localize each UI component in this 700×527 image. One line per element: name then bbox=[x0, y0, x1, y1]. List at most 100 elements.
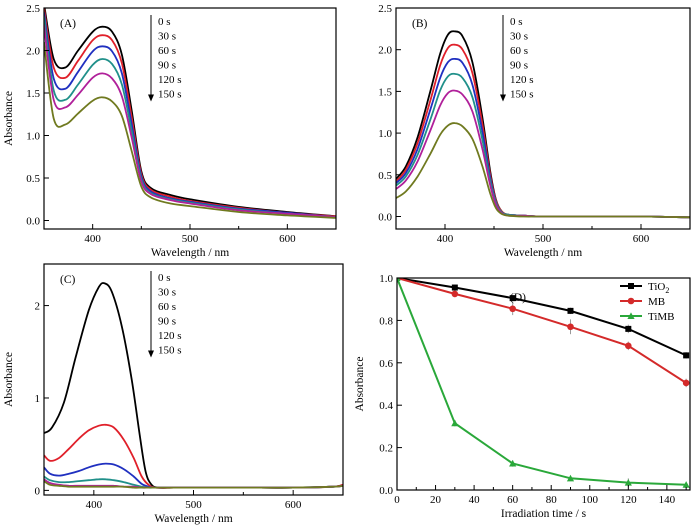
y-tick-label: 0.6 bbox=[379, 358, 393, 370]
marker-tio-5 bbox=[683, 352, 690, 359]
panel-label: (D) bbox=[510, 292, 526, 304]
legend-arrow-head bbox=[148, 94, 154, 102]
x-tick-label: 600 bbox=[279, 233, 296, 245]
legend-entry: 30 s bbox=[158, 31, 176, 43]
marker-tio-3 bbox=[567, 307, 574, 314]
legend-entry: 120 s bbox=[510, 74, 534, 86]
series-line-0s bbox=[396, 30, 690, 219]
y-tick-label: 2.5 bbox=[26, 3, 40, 15]
y-tick-label: 0.0 bbox=[379, 485, 393, 497]
legend-marker-mb bbox=[627, 297, 635, 305]
series-line-timb bbox=[397, 278, 687, 486]
y-tick-label: 1.5 bbox=[378, 86, 392, 98]
series-line-90s bbox=[396, 72, 690, 219]
x-tick-label: 60 bbox=[507, 494, 519, 506]
y-tick-label: 2.0 bbox=[378, 45, 392, 57]
series-line-150s bbox=[396, 122, 690, 219]
legend-entry: 90 s bbox=[158, 60, 176, 72]
marker-timb-4 bbox=[624, 478, 632, 486]
axes-frame bbox=[396, 277, 691, 491]
legend-entry: 30 s bbox=[510, 31, 528, 43]
legend-entry-mb: MB bbox=[648, 296, 665, 308]
legend-entry: 150 s bbox=[510, 89, 534, 101]
marker-mb-2 bbox=[509, 305, 516, 313]
y-tick-label: 0.5 bbox=[26, 173, 40, 185]
axes-frame bbox=[43, 263, 344, 496]
marker-tio-2 bbox=[509, 295, 516, 302]
series-line-150s bbox=[44, 480, 343, 489]
legend-entry: 90 s bbox=[158, 316, 176, 328]
legend-marker-timb bbox=[627, 312, 635, 319]
legend-entry: 0 s bbox=[158, 16, 171, 28]
legend-arrow-head bbox=[500, 94, 506, 102]
legend-entry: 90 s bbox=[510, 60, 528, 72]
plot-area bbox=[44, 8, 336, 219]
panel-label: (C) bbox=[60, 274, 76, 286]
x-tick-label: 100 bbox=[582, 494, 599, 506]
y-tick-label: 0.0 bbox=[26, 216, 40, 228]
legend-entry: 0 s bbox=[510, 16, 523, 28]
x-tick-label: 400 bbox=[84, 233, 101, 245]
marker-tio-4 bbox=[625, 325, 632, 332]
series-line-30s bbox=[44, 423, 343, 489]
legend-entry: 60 s bbox=[510, 45, 528, 57]
legend-entry: 30 s bbox=[158, 287, 176, 299]
panel-label: (B) bbox=[412, 18, 428, 30]
plot-area bbox=[44, 282, 343, 489]
marker-mb-4 bbox=[625, 342, 632, 350]
series-line-tio bbox=[397, 278, 687, 357]
legend-entry: 120 s bbox=[158, 330, 182, 342]
axes-frame bbox=[43, 7, 337, 230]
x-axis-label: Irradiation time / s bbox=[501, 508, 587, 520]
panel-label: (A) bbox=[60, 18, 76, 30]
x-tick-label: 500 bbox=[182, 233, 199, 245]
series-line-120s bbox=[396, 89, 690, 219]
x-tick-label: 20 bbox=[430, 494, 442, 506]
series-line-60s bbox=[396, 57, 690, 219]
x-tick-label: 40 bbox=[469, 494, 481, 506]
x-tick-label: 400 bbox=[437, 233, 454, 245]
x-tick-label: 80 bbox=[546, 494, 558, 506]
x-tick-label: 500 bbox=[535, 233, 552, 245]
legend-entry: 120 s bbox=[158, 74, 182, 86]
y-tick-label: 2.0 bbox=[26, 46, 40, 58]
x-tick-label: 600 bbox=[633, 233, 650, 245]
x-tick-label: 600 bbox=[285, 499, 302, 511]
plot-area bbox=[397, 278, 690, 488]
series-line-0s bbox=[44, 8, 336, 218]
y-tick-label: 0 bbox=[35, 485, 41, 497]
legend-entry: 60 s bbox=[158, 45, 176, 57]
x-tick-label: 120 bbox=[620, 494, 637, 506]
legend-entry: 0 s bbox=[158, 272, 171, 284]
x-tick-label: 140 bbox=[659, 494, 676, 506]
axes-frame bbox=[395, 7, 691, 230]
series-line-60s bbox=[44, 12, 336, 218]
series-line-120s bbox=[44, 24, 336, 218]
legend-marker-tio bbox=[628, 283, 634, 289]
marker-timb-3 bbox=[566, 474, 575, 482]
marker-tio-1 bbox=[451, 284, 458, 291]
y-axis-label: Absorbance bbox=[354, 357, 366, 412]
legend-entry-timb: TiMB bbox=[648, 311, 675, 323]
plot-area bbox=[396, 30, 690, 219]
y-tick-label: 0.4 bbox=[379, 400, 393, 412]
x-tick-label: 0 bbox=[394, 494, 400, 506]
x-axis-label: Wavelength / nm bbox=[154, 513, 232, 525]
panel-c-uv-vis-spectra: 400 500 600 0 1 2 Wavelength / nm Absorbance (C)… bbox=[3, 263, 344, 525]
x-tick-label: 400 bbox=[86, 499, 103, 511]
y-tick-label: 1.0 bbox=[378, 128, 392, 140]
legend-entry: 150 s bbox=[158, 89, 182, 101]
marker-timb-1 bbox=[451, 419, 459, 427]
y-tick-label: 1.0 bbox=[379, 273, 393, 285]
y-tick-label: 0.2 bbox=[379, 443, 393, 455]
x-axis-label: Wavelength / nm bbox=[504, 247, 582, 259]
marker-mb-5 bbox=[682, 379, 690, 387]
legend-entry: 150 s bbox=[158, 345, 182, 357]
marker-timb-0 bbox=[397, 278, 401, 281]
y-axis-label: Absorbance bbox=[3, 91, 15, 146]
y-tick-label: 2 bbox=[35, 301, 41, 313]
y-tick-label: 1.5 bbox=[26, 88, 40, 100]
x-axis-label: Wavelength / nm bbox=[151, 247, 229, 259]
panel-a-uv-vis-spectra: 400 500 600 0.0 0.5 1.0 1.5 2.0 2.5 Wavelength / … bbox=[3, 3, 337, 259]
